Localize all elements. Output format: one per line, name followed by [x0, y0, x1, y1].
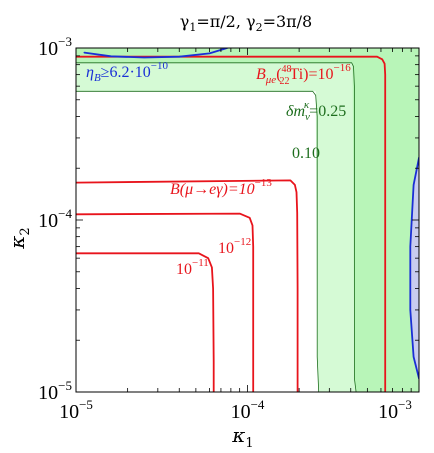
- y-tick-label: 10−3: [38, 34, 72, 60]
- annotation-etaB: ηB≥6.2·10−10: [86, 60, 168, 84]
- tick-labels: 10−5 10−4 10−3 10−5 10−4 10−3: [38, 34, 412, 423]
- annotation-B-mueg-11: 10−11: [176, 257, 209, 278]
- region-dmk-0.10: [76, 48, 419, 392]
- contour-lines: [76, 48, 419, 392]
- annotation-dmk-025: δmνκ=0.25: [286, 99, 346, 123]
- x-tick-label: 10−3: [378, 397, 412, 423]
- chart-title: γ1=π/2, γ2=3π/8: [180, 12, 312, 34]
- contour-etaB-right: [409, 156, 419, 380]
- y-tick-label: 10−5: [38, 378, 72, 404]
- contour-dmk-0.10: [76, 90, 320, 392]
- y-tick-label: 10−4: [38, 206, 72, 232]
- annotation-B-mue-Ti: Bμe(48 22Ti)=10−16: [256, 62, 351, 87]
- contour-B-mue-1e-16: [76, 55, 387, 392]
- annotation-B-mueg-12: 10−12: [218, 236, 251, 257]
- contour-B-mueg-1e-13: [76, 179, 299, 392]
- y-axis-label: κ2: [5, 227, 33, 249]
- contour-etaB-top: [83, 48, 229, 59]
- axis-ticks: [75, 48, 419, 393]
- x-axis-label: κ1: [231, 423, 253, 451]
- annotation-B-mueg-13: B(μ→eγ)=10−13: [170, 177, 272, 198]
- x-tick-label: 10−5: [59, 397, 93, 423]
- contour-B-mueg-1e-12: [76, 212, 255, 392]
- contour-dmk-0.25: [76, 62, 357, 392]
- x-tick-label: 10−4: [231, 397, 265, 423]
- annotation-dmk-010: 0.10: [292, 145, 320, 162]
- contour-B-mueg-1e-11: [76, 252, 215, 392]
